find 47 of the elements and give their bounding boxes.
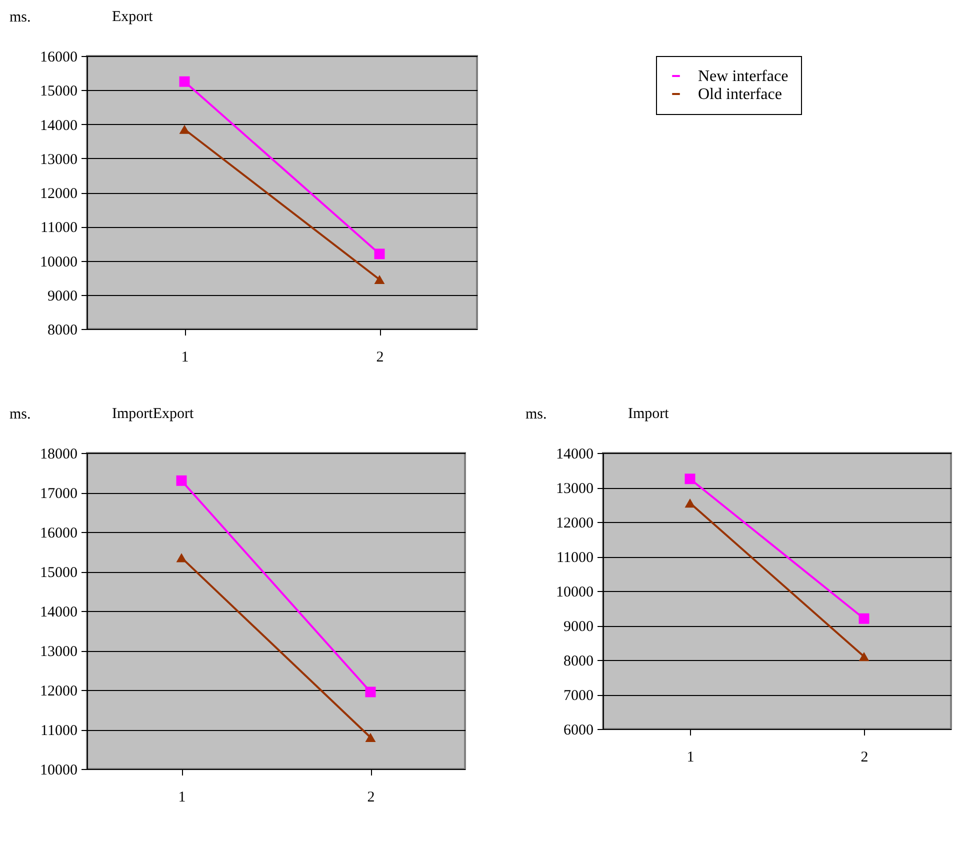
y-tick-label: 13000 [556,481,594,497]
y-tick-label: 12000 [40,186,78,202]
point [365,686,376,698]
y-tick-label: 9000 [48,288,78,304]
y-tick-label: 14000 [40,604,78,620]
y-tick-label: 18000 [40,446,78,462]
point [858,613,870,624]
y-tick-label: 10000 [556,584,594,600]
y-tick-label: 8000 [48,322,78,338]
y-axis-title: ms. [10,406,31,422]
y-tick-label: 14000 [556,446,594,462]
chart-title: Export [112,9,154,25]
y-tick-label: 13000 [40,152,78,168]
y-tick-label: 16000 [40,50,78,66]
y-tick-label: 8000 [564,654,594,670]
x-tick-label: 2 [367,790,375,806]
point [176,475,187,486]
y-tick-label: 14000 [40,118,78,134]
x-tick-label: 2 [376,350,384,366]
y-tick-label: 7000 [564,688,594,704]
legend-label: Old interface [698,86,782,103]
legend-label: New interface [698,68,788,85]
y-tick-label: 11000 [556,550,594,566]
x-tick-label: 1 [181,350,189,366]
y-tick-label: 9000 [564,619,594,635]
y-tick-label: 11000 [40,220,78,236]
x-tick-label: 1 [686,750,694,766]
point [179,76,190,87]
point [684,474,696,484]
y-tick-label: 17000 [40,486,78,502]
point [374,248,385,260]
y-tick-label: 15000 [40,84,78,100]
y-axis-title: ms. [526,406,547,422]
y-tick-label: 10000 [40,254,78,270]
x-tick-label: 2 [860,750,868,766]
y-tick-label: 15000 [40,565,78,581]
y-tick-label: 10000 [40,762,78,778]
x-tick-label: 1 [178,790,186,806]
y-tick-label: 11000 [40,723,78,739]
y-axis-title: ms. [10,10,31,26]
y-tick-label: 16000 [40,526,78,542]
y-tick-label: 6000 [564,722,594,738]
chart-title: Import [628,406,670,422]
y-tick-label: 12000 [40,684,78,700]
y-tick-label: 13000 [40,644,78,660]
chart-title: ImportExport [112,406,194,422]
y-tick-label: 12000 [556,516,594,532]
